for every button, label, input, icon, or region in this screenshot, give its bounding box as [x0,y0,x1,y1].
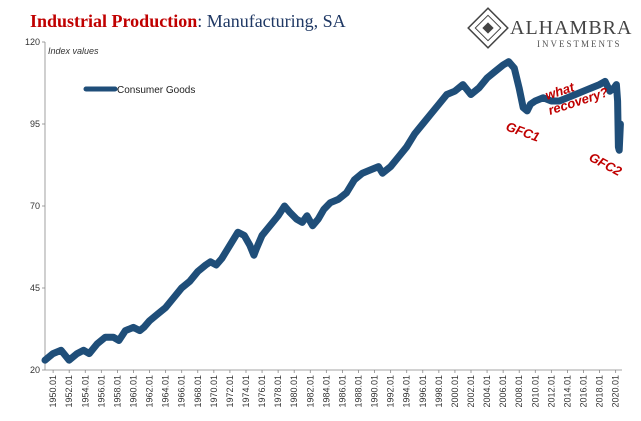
x-tick-label: 2006.01 [498,375,508,408]
x-tick-label: 1972.01 [225,375,235,408]
x-tick-label: 1998.01 [434,375,444,408]
y-unit-label: Index values [48,46,99,56]
title-subtitle: : Manufacturing, SA [197,11,345,31]
x-tick-label: 2002.01 [466,375,476,408]
x-tick-label: 2004.01 [482,375,492,408]
x-tick-label: 1952.01 [64,375,74,408]
x-tick-label: 2010.01 [530,375,540,408]
legend-label: Consumer Goods [117,85,195,96]
y-tick-label: 120 [25,37,40,47]
x-tick-label: 1954.01 [80,375,90,408]
x-tick-label: 1960.01 [128,375,138,408]
x-tick-label: 1994.01 [402,375,412,408]
x-tick-label: 2000.01 [450,375,460,408]
annotation-gfc2: GFC2 [587,149,625,179]
x-tick-label: 1992.01 [386,375,396,408]
logo-wordmark: ALHAMBRA [510,17,632,39]
x-tick-label: 2018.01 [595,375,605,408]
diamond-logo-icon [467,7,509,49]
x-tick-label: 1976.01 [257,375,267,408]
x-tick-label: 1984.01 [321,375,331,408]
x-tick-label: 1966.01 [177,375,187,408]
x-tick-label: 1980.01 [289,375,299,408]
x-tick-label: 1950.01 [48,375,58,408]
x-tick-label: 1982.01 [305,375,315,408]
x-tick-label: 1990.01 [370,375,380,408]
alhambra-logo: ALHAMBRA INVESTMENTS [467,7,632,49]
y-tick-label: 70 [30,201,40,211]
x-tick-label: 1956.01 [96,375,106,408]
annotation-gfc1: GFC1 [504,119,542,145]
y-tick-label: 95 [30,119,40,129]
chart-title: Industrial Production: Manufacturing, SA [30,11,346,31]
x-tick-label: 2012.01 [546,375,556,408]
x-tick-label: 1996.01 [418,375,428,408]
x-tick-label: 1964.01 [161,375,171,408]
logo-subtitle: INVESTMENTS [537,39,622,49]
series-line-consumer-goods [41,58,624,364]
y-tick-label: 20 [30,365,40,375]
x-tick-label: 1968.01 [193,375,203,408]
x-tick-label: 2020.01 [611,375,621,408]
x-tick-label: 1986.01 [337,375,347,408]
x-tick-label: 1988.01 [353,375,363,408]
x-tick-label: 1974.01 [241,375,251,408]
x-tick-label: 1962.01 [145,375,155,408]
x-tick-label: 1978.01 [273,375,283,408]
x-tick-label: 1958.01 [112,375,122,408]
x-axis-ticks: 1950.01 1952.01 1954.01 1956.01 1958.01 1960.… [48,370,621,408]
x-tick-label: 1970.01 [209,375,219,408]
y-tick-label: 45 [30,283,40,293]
legend: Consumer Goods [83,85,195,96]
x-tick-label: 2014.01 [562,375,572,408]
y-axis-ticks: 20 45 70 95 120 [25,37,45,375]
x-tick-label: 2016.01 [579,375,589,408]
title-main: Industrial Production [30,11,197,31]
x-tick-label: 2008.01 [514,375,524,408]
